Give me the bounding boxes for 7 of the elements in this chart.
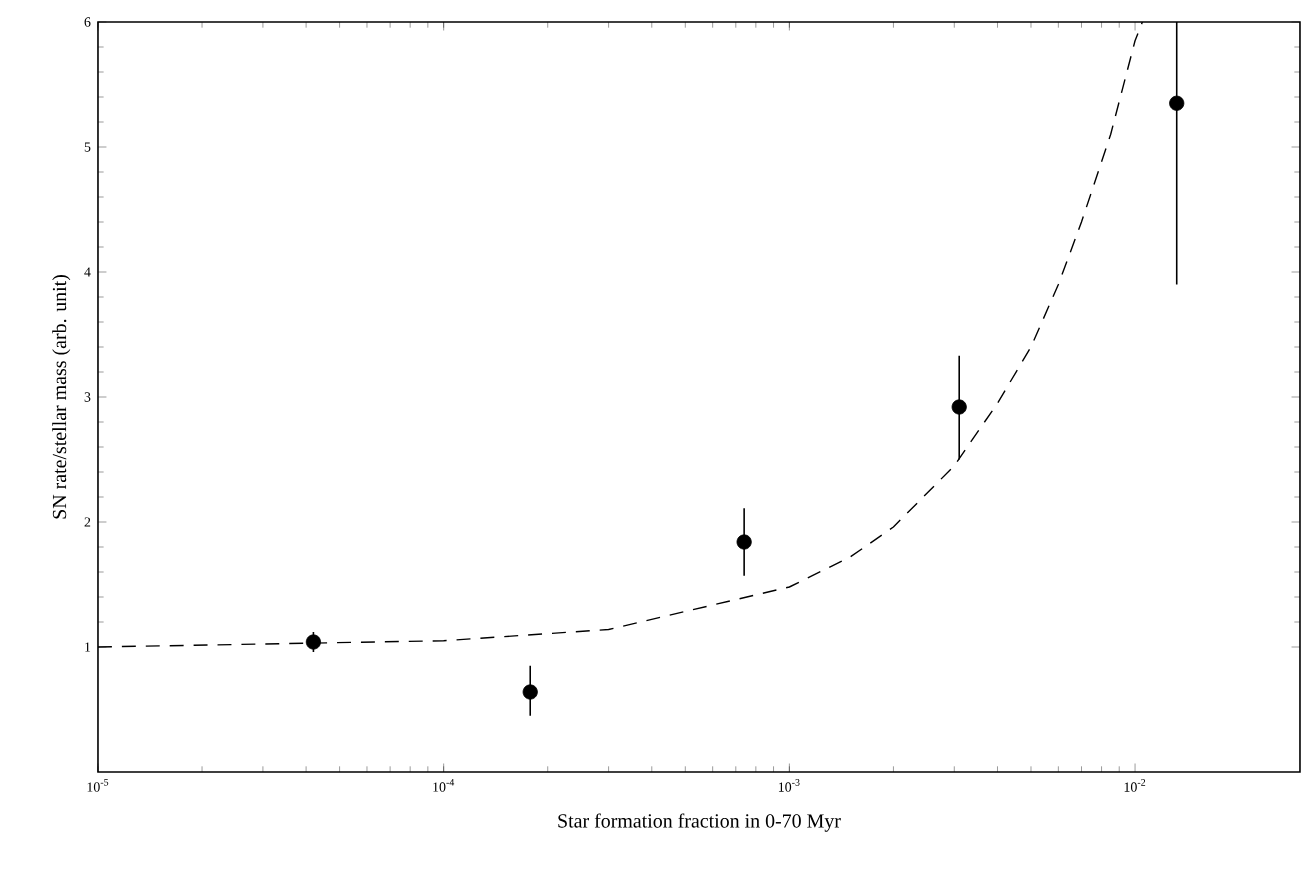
x-axis-title: Star formation fraction in 0-70 Myr xyxy=(558,813,841,832)
point xyxy=(951,399,967,415)
point xyxy=(736,534,752,550)
point xyxy=(1169,95,1185,111)
y-axis-title: SN rate/stellar mass (arb. unit) xyxy=(52,275,71,519)
point xyxy=(522,684,538,700)
point xyxy=(305,634,321,650)
